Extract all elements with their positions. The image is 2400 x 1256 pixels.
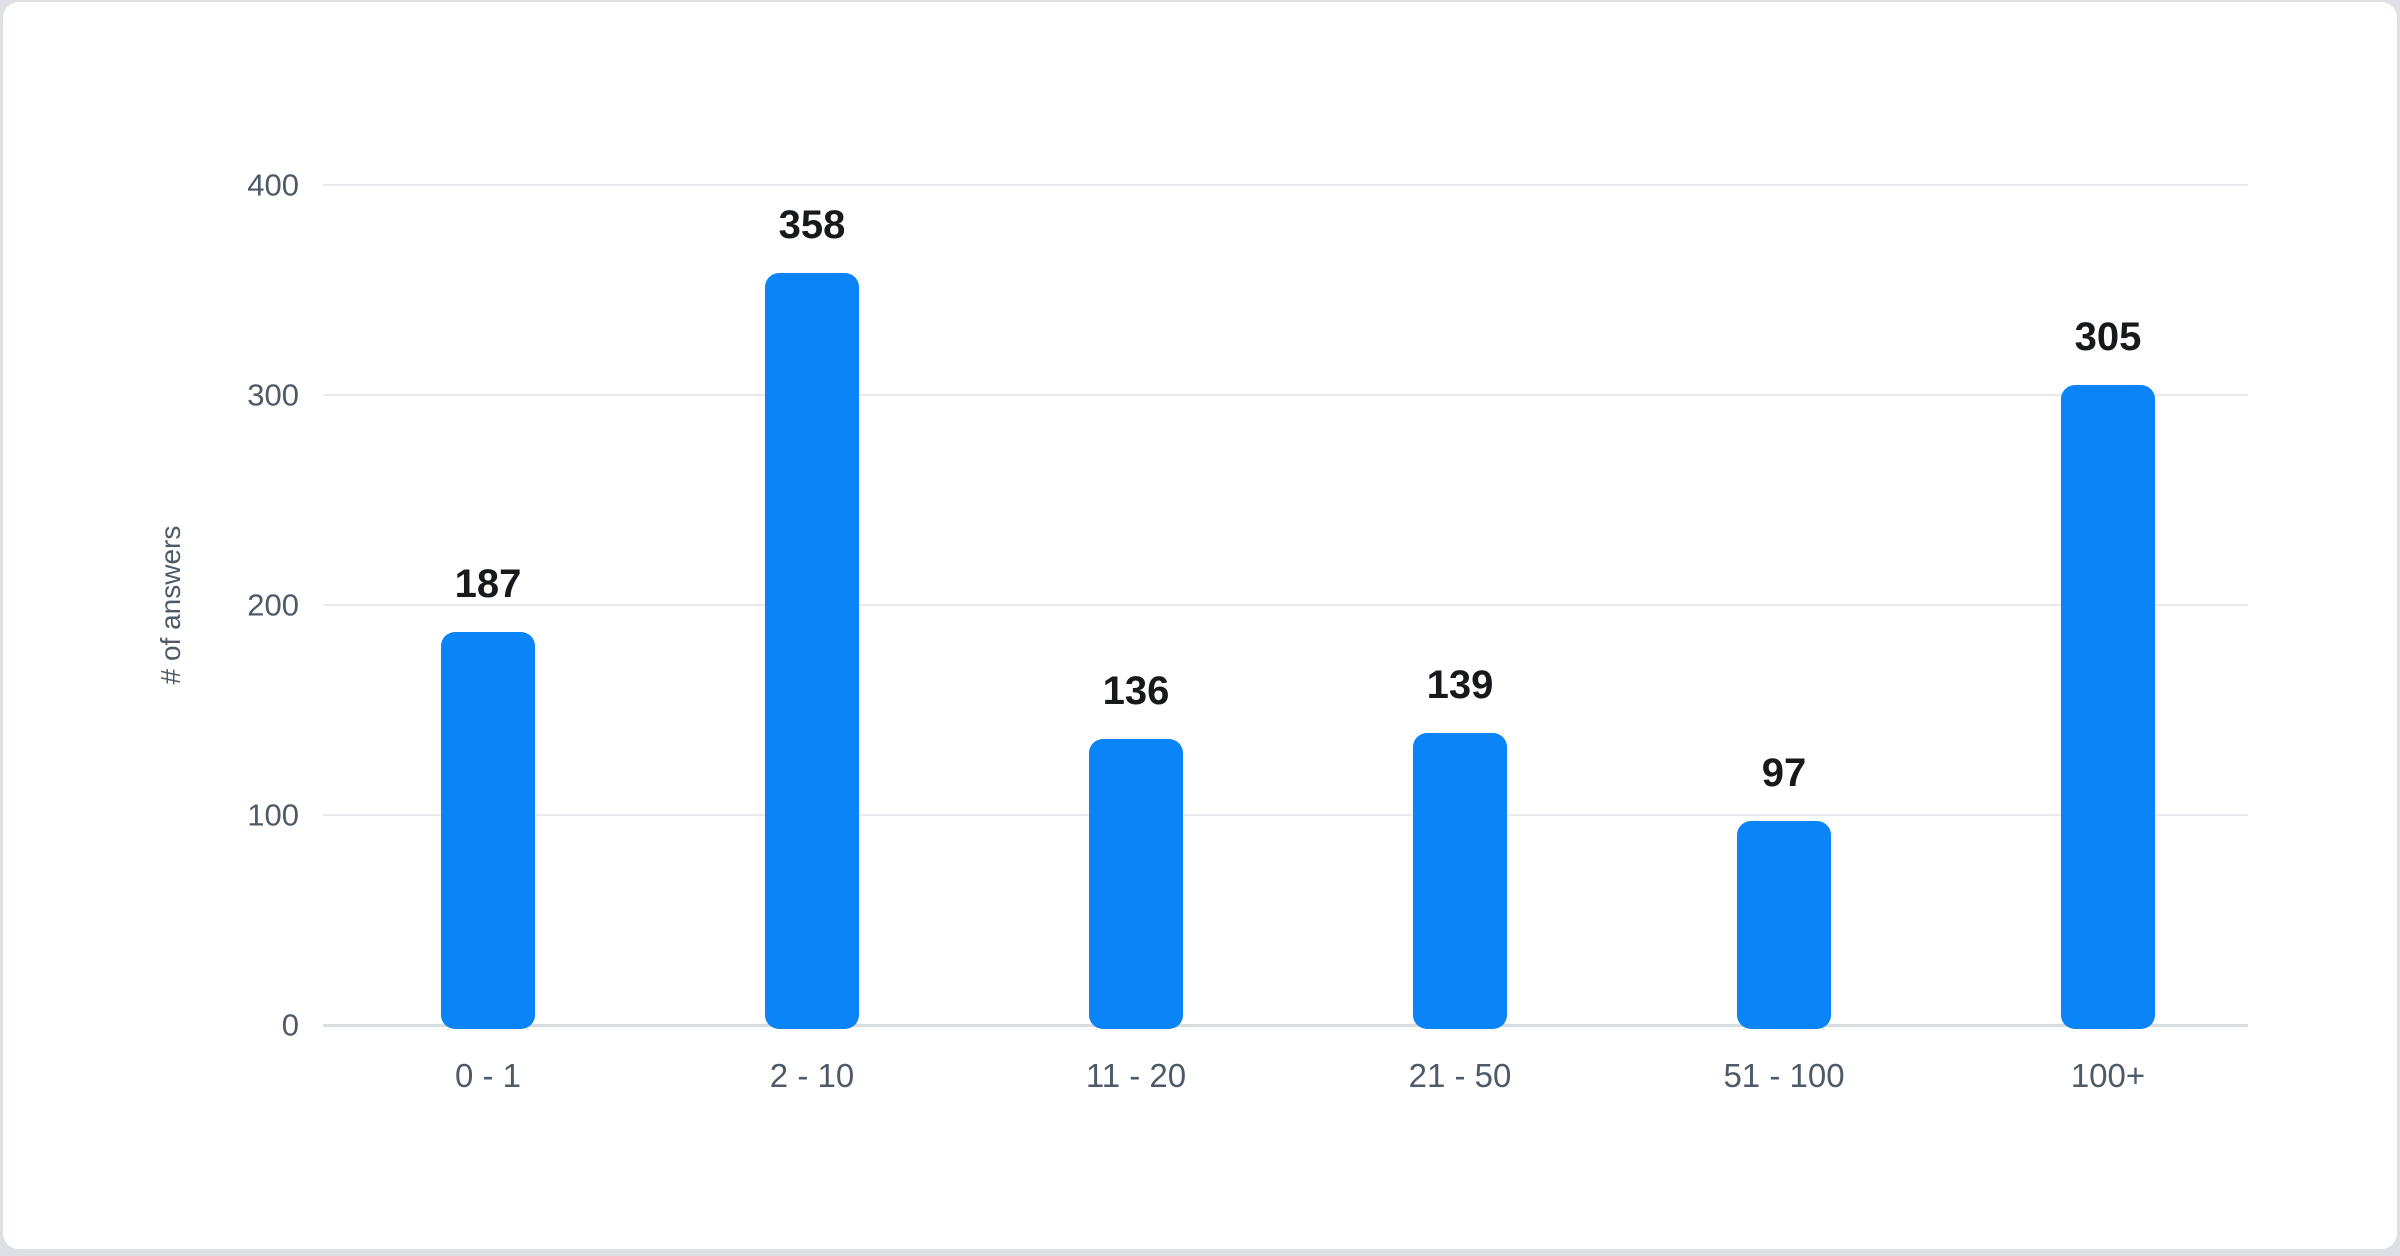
gridline [323, 184, 2248, 186]
y-tick-label: 300 [247, 377, 299, 413]
bar-100+ [2061, 384, 2155, 1029]
x-category-label: 51 - 100 [1723, 1057, 1845, 1094]
bar-value-label: 187 [454, 562, 522, 607]
bar-value-label: 305 [2074, 314, 2142, 359]
x-axis-baseline [323, 1024, 2248, 1027]
gridline [323, 814, 2248, 816]
bar-2 - 10 [765, 273, 859, 1029]
y-tick-label: 100 [247, 797, 299, 833]
y-tick-label: 0 [281, 1007, 299, 1043]
y-tick-label: 200 [247, 587, 299, 623]
x-category-label: 11 - 20 [1085, 1057, 1187, 1094]
gridline [323, 394, 2248, 396]
bar-51 - 100 [1737, 821, 1831, 1029]
gridline [323, 604, 2248, 606]
x-category-label: 100+ [2070, 1057, 2146, 1094]
x-category-label: 2 - 10 [769, 1057, 855, 1094]
y-axis-title: # of answers [155, 525, 186, 685]
bar-value-label: 136 [1102, 669, 1170, 714]
bar-11 - 20 [1089, 739, 1183, 1029]
chart-card: # of answers 0 100 200 300 400 187 358 136 139 9… [3, 2, 2397, 1249]
bar-21 - 50 [1413, 733, 1507, 1029]
x-category-label: 21 - 50 [1408, 1057, 1512, 1094]
bar-value-label: 358 [778, 203, 846, 248]
bar-chart: # of answers 0 100 200 300 400 187 358 136 139 9… [3, 2, 2397, 1249]
bar-0 - 1 [441, 632, 535, 1029]
x-category-label: 0 - 1 [454, 1057, 522, 1094]
y-tick-label: 400 [247, 167, 299, 203]
bar-value-label: 97 [1761, 751, 1807, 796]
bar-value-label: 139 [1426, 663, 1494, 708]
